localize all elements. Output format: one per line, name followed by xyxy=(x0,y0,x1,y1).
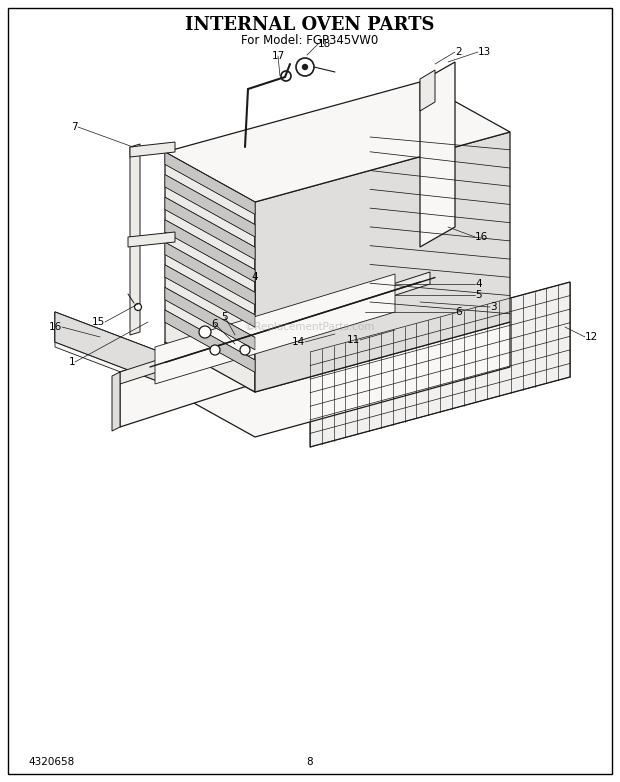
Polygon shape xyxy=(165,242,255,305)
Polygon shape xyxy=(128,232,175,247)
Polygon shape xyxy=(310,282,570,447)
Text: 11: 11 xyxy=(347,335,360,345)
Text: ©ReplacementParts.com: ©ReplacementParts.com xyxy=(245,322,375,332)
Polygon shape xyxy=(120,272,430,427)
Polygon shape xyxy=(165,287,255,350)
Circle shape xyxy=(303,64,308,70)
Polygon shape xyxy=(165,174,255,237)
Text: 3: 3 xyxy=(490,302,497,312)
Polygon shape xyxy=(255,132,510,392)
Text: 6: 6 xyxy=(455,307,462,317)
Polygon shape xyxy=(165,265,255,327)
Polygon shape xyxy=(130,144,140,335)
Polygon shape xyxy=(420,70,435,111)
Polygon shape xyxy=(165,197,255,260)
Polygon shape xyxy=(165,152,255,392)
Text: 1: 1 xyxy=(68,357,75,367)
Polygon shape xyxy=(420,62,455,247)
Circle shape xyxy=(240,345,250,355)
Polygon shape xyxy=(55,312,160,387)
Text: 4: 4 xyxy=(252,272,259,282)
Circle shape xyxy=(296,58,314,76)
Text: 14: 14 xyxy=(292,337,305,347)
Polygon shape xyxy=(165,82,510,202)
Circle shape xyxy=(210,345,220,355)
Polygon shape xyxy=(55,312,160,382)
Text: 18: 18 xyxy=(318,39,331,49)
Text: INTERNAL OVEN PARTS: INTERNAL OVEN PARTS xyxy=(185,16,435,34)
Polygon shape xyxy=(120,272,430,384)
Polygon shape xyxy=(165,152,255,214)
Polygon shape xyxy=(55,312,160,382)
Text: 16: 16 xyxy=(475,232,489,242)
Text: 7: 7 xyxy=(71,122,78,132)
Text: For Model: FGP345VW0: For Model: FGP345VW0 xyxy=(241,34,379,48)
Text: 2: 2 xyxy=(455,47,462,57)
Circle shape xyxy=(199,326,211,338)
Text: 16: 16 xyxy=(49,322,62,332)
Text: 5: 5 xyxy=(475,290,482,300)
Text: 4: 4 xyxy=(475,279,482,289)
Polygon shape xyxy=(130,142,175,157)
Polygon shape xyxy=(165,322,510,437)
Text: 12: 12 xyxy=(585,332,598,342)
Text: 17: 17 xyxy=(272,51,285,61)
Text: 13: 13 xyxy=(478,47,491,57)
Polygon shape xyxy=(112,372,120,431)
Text: 15: 15 xyxy=(92,317,105,327)
Polygon shape xyxy=(165,220,255,282)
Text: 4320658: 4320658 xyxy=(28,757,74,767)
Text: 6: 6 xyxy=(211,319,218,329)
Text: 8: 8 xyxy=(307,757,313,767)
Polygon shape xyxy=(155,274,395,384)
Text: 5: 5 xyxy=(222,312,228,322)
Polygon shape xyxy=(165,310,255,372)
Circle shape xyxy=(135,303,141,310)
